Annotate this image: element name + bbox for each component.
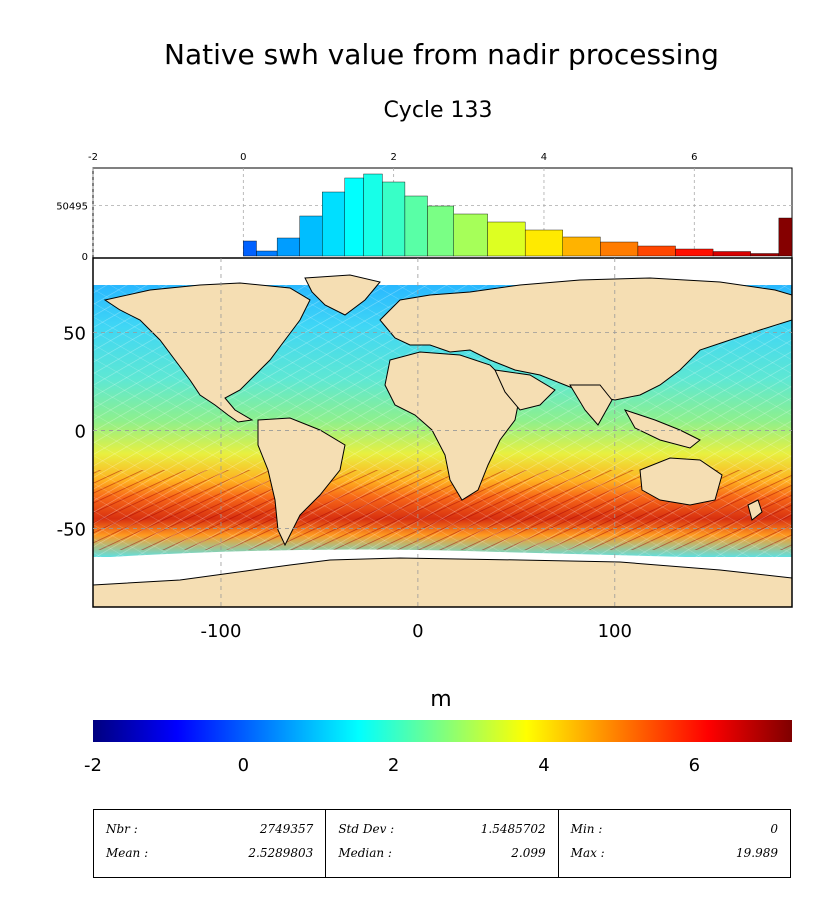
histogram-bar — [675, 248, 714, 257]
map-y-tick-label: 0 — [75, 422, 86, 443]
stat-value-stddev: 1.5485702 — [480, 822, 546, 836]
colorbar-gradient — [93, 720, 792, 742]
histogram-bar — [778, 217, 793, 257]
stats-column: Nbr : 2749357 Mean : 2.5289803 — [94, 810, 327, 877]
stat-label-max: Max : — [570, 846, 605, 860]
histogram-bar — [453, 213, 488, 257]
map-x-tick-label: -100 — [201, 621, 242, 642]
histogram-y-tick-label: 0 — [82, 252, 88, 263]
histogram-bar — [637, 245, 676, 257]
histogram-panel: -2 0 2 4 6 0 50495 — [56, 152, 793, 263]
colorbar-tick-label: 4 — [538, 755, 549, 776]
colorbar-label: m — [430, 687, 451, 712]
histogram-bar — [276, 237, 300, 257]
map-y-tick-label: -50 — [57, 520, 86, 541]
stat-label-nbr: Nbr : — [106, 822, 138, 836]
histogram-x-tick-label: 6 — [691, 152, 697, 163]
map-y-tick-label: 50 — [63, 324, 86, 345]
stat-value-mean: 2.5289803 — [248, 846, 314, 860]
stat-value-nbr: 2749357 — [259, 822, 314, 836]
stat-label-min: Min : — [570, 822, 603, 836]
stats-column: Min : 0 Max : 19.989 — [559, 810, 790, 877]
histogram-bar — [600, 241, 639, 257]
histogram-bar — [363, 173, 383, 257]
colorbar-tick-label: 2 — [388, 755, 399, 776]
histogram-x-tick-label: 4 — [541, 152, 547, 163]
histogram-x-tick-label: 0 — [240, 152, 246, 163]
stat-label-mean: Mean : — [106, 846, 149, 860]
histogram-bar — [299, 215, 323, 257]
histogram-bar — [404, 195, 428, 257]
histogram-bar — [562, 236, 601, 257]
colorbar-tick-label: -2 — [84, 755, 102, 776]
stat-value-max: 19.989 — [735, 846, 778, 860]
histogram-bar — [256, 250, 278, 257]
histogram-x-tick-label: 2 — [390, 152, 396, 163]
histogram-bar — [750, 253, 780, 257]
stat-label-stddev: Std Dev : — [338, 822, 395, 836]
histogram-bar — [712, 251, 751, 257]
histogram-bar — [382, 181, 406, 257]
map-x-tick-label: 100 — [598, 621, 632, 642]
histogram-bar — [487, 221, 526, 257]
stats-table: Nbr : 2749357 Mean : 2.5289803 Std Dev : 1.… — [93, 809, 791, 878]
chart-title: Native swh value from nadir processing — [164, 38, 719, 71]
stat-label-median: Median : — [338, 846, 392, 860]
histogram-x-tick-label: -2 — [88, 152, 98, 163]
stat-value-median: 2.099 — [511, 846, 546, 860]
histogram-bar — [243, 240, 257, 257]
map-panel: -100 0 100 50 0 -50 — [57, 257, 793, 642]
histogram-y-tick-label: 50495 — [56, 202, 88, 213]
continents — [93, 274, 792, 607]
map-frame — [92, 257, 793, 608]
histogram-bar — [427, 205, 454, 257]
colorbar-tick-label: 0 — [238, 755, 249, 776]
map-x-tick-label: 0 — [412, 621, 423, 642]
histogram-bar — [344, 177, 364, 257]
stats-column: Std Dev : 1.5485702 Median : 2.099 — [326, 810, 559, 877]
chart-subtitle: Cycle 133 — [383, 98, 493, 123]
colorbar-tick-label: 6 — [689, 755, 700, 776]
histogram-bar — [322, 191, 345, 257]
histogram-bar — [524, 229, 563, 257]
colorbar: m -2 0 2 4 6 — [84, 687, 792, 776]
stat-value-min: 0 — [770, 822, 778, 836]
